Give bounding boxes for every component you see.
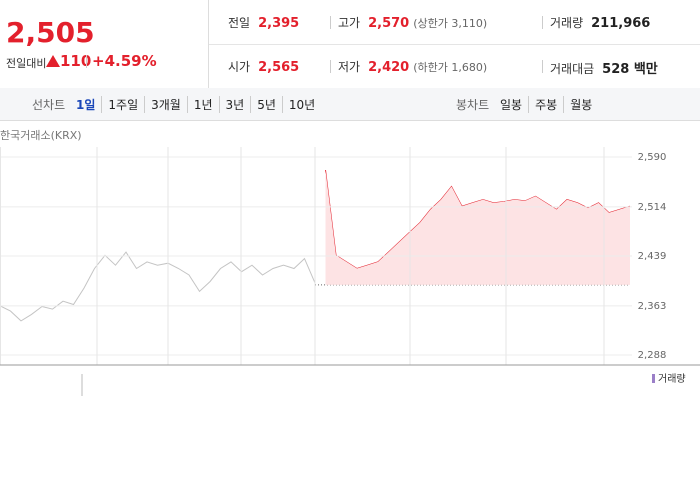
tab[interactable]: 주봉 (528, 96, 563, 113)
stat-value: 2,570 (368, 16, 410, 31)
y-tick-label: 2,590 (638, 152, 667, 163)
stat-value: 2,395 (258, 16, 300, 31)
stat-note: (상한가 3,110) (413, 17, 488, 30)
tab-group-label: 봉차트 (456, 98, 490, 112)
line (0, 251, 316, 322)
tab-group-label: 선차트 (32, 98, 66, 112)
price: 2,505 (6, 16, 95, 49)
tabs: 1일 1주일 3개월 1년 3년 5년 10년 (70, 96, 321, 113)
stat-value: 528 백만 (602, 62, 658, 77)
source: 한국거래소(KRX) (0, 129, 82, 142)
stat: 거래대금 528 백만 (550, 58, 658, 77)
divider (209, 44, 700, 45)
stat-label: 저가 (338, 60, 361, 74)
divider (330, 60, 331, 73)
tab[interactable]: 1년 (186, 96, 219, 113)
stat-value: 2,420 (368, 60, 410, 75)
legend-swatch (652, 374, 655, 383)
tab[interactable]: 5년 (250, 96, 282, 113)
tab[interactable]: 3년 (218, 96, 251, 113)
divider (542, 16, 543, 29)
stat: 거래량 211,966 (550, 14, 650, 31)
divider (86, 55, 87, 68)
y-tick-label: 2,439 (638, 251, 667, 262)
change: 110 (60, 52, 92, 70)
stat: 시가 2,565 (228, 58, 299, 75)
stat: 고가 2,570 (상한가 3,110) (338, 14, 487, 31)
y-tick-label: 2,363 (638, 301, 667, 312)
stat-label: 시가 (228, 60, 251, 74)
divider (542, 60, 543, 73)
divider (330, 16, 331, 29)
stat: 전일 2,395 (228, 14, 299, 31)
change-pct: +4.59% (92, 52, 157, 70)
tab[interactable]: 1주일 (101, 96, 144, 113)
divider (208, 0, 209, 88)
stat-label: 거래대금 (550, 62, 595, 76)
tab-bar (0, 88, 700, 121)
tabs: 일봉 주봉 월봉 (494, 96, 598, 113)
stat: 저가 2,420 (하한가 1,680) (338, 58, 487, 75)
stat-value: 2,565 (258, 60, 300, 75)
tab[interactable]: 일봉 (500, 98, 523, 112)
area (325, 170, 630, 285)
tab[interactable]: 3개월 (144, 96, 187, 113)
stat-label: 고가 (338, 16, 361, 30)
legend-label: 거래량 (658, 373, 686, 385)
y-tick-label: 2,514 (638, 202, 667, 213)
stat-label: 거래량 (550, 16, 584, 30)
stat-value: 211,966 (591, 16, 651, 31)
stat-note: (하한가 1,680) (413, 61, 488, 74)
stat-label: 전일 (228, 16, 251, 30)
tab[interactable]: 10년 (281, 96, 321, 113)
tab[interactable]: 월봉 (563, 96, 598, 113)
tab[interactable]: 1일 (76, 98, 96, 112)
chart: 2,288 2,363 2,439 2,514 2,590 한국거래소(KRX) 거래량 (0, 129, 700, 396)
change-label: 전일대비 (6, 57, 47, 70)
y-tick-label: 2,288 (638, 350, 667, 361)
up-icon (46, 55, 60, 67)
